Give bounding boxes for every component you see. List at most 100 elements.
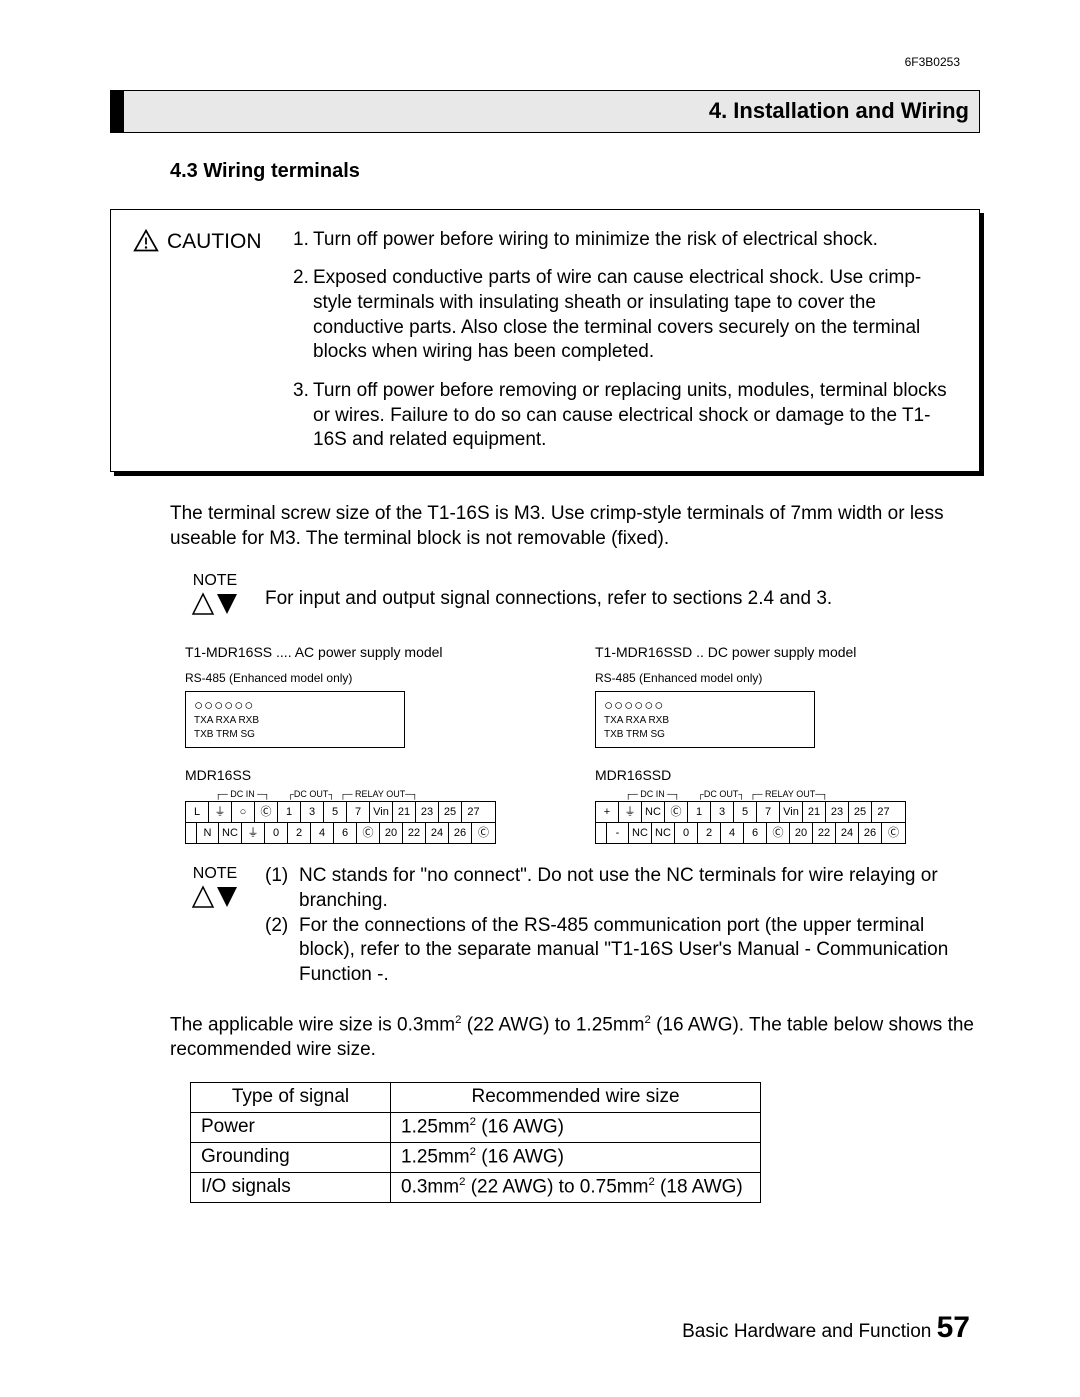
terminal-cell: 23 (416, 802, 439, 822)
table-row: Power 1.25mm2 (16 AWG) (191, 1113, 761, 1143)
bracket-labels: ┌─ DC IN ─┐ ┌DC OUT┐ ┌─ RELAY OUT─┐ (625, 790, 975, 799)
table-cell: Power (191, 1113, 391, 1143)
table-cell: I/O signals (191, 1173, 391, 1203)
caution-list: 1.Turn off power before wiring to minimi… (293, 228, 957, 454)
terminal-cell: ⏚ (242, 823, 265, 843)
table-header: Recommended wire size (391, 1083, 761, 1113)
note-text: For the connections of the RS-485 commun… (299, 914, 980, 988)
table-row: Grounding 1.25mm2 (16 AWG) (191, 1143, 761, 1173)
terminal-cell: ○ (232, 802, 255, 822)
caution-box: CAUTION 1.Turn off power before wiring t… (110, 209, 980, 473)
terminal-cell: 26 (859, 823, 882, 843)
terminal-cell: 22 (813, 823, 836, 843)
rs485-signal-labels: TXA RXA RXB (194, 715, 396, 727)
doc-id: 6F3B0253 (905, 55, 960, 71)
terminal-cell: - (606, 823, 629, 843)
table-cell: 0.3mm2 (22 AWG) to 0.75mm2 (18 AWG) (391, 1173, 761, 1203)
rs485-box: ○○○○○○ TXA RXA RXB TXB TRM SG (595, 691, 815, 748)
terminal-cell: 6 (744, 823, 767, 843)
table-cell: 1.25mm2 (16 AWG) (391, 1113, 761, 1143)
terminal-cell: NC (629, 823, 652, 843)
subsection-title: 4.3 Wiring terminals (170, 158, 980, 184)
caution-num: 1. (293, 228, 313, 253)
terminal-block: L⏚○Ⓒ1357Vin21232527 NNC⏚0246Ⓒ20222426Ⓒ (185, 801, 496, 844)
terminal-cell: 4 (311, 823, 334, 843)
rs485-circles-icon: ○○○○○○ (604, 698, 806, 713)
terminal-cell: 27 (462, 802, 485, 822)
terminal-cell: 5 (324, 802, 347, 822)
terminal-cell: Ⓒ (882, 823, 905, 843)
bracket-labels: ┌─ DC IN ─┐ ┌DC OUT┐ ┌─ RELAY OUT─┐ (215, 790, 565, 799)
terminal-cell: ⏚ (209, 802, 232, 822)
caution-text: Turn off power before wiring to minimize… (313, 228, 878, 253)
table-row: I/O signals 0.3mm2 (22 AWG) to 0.75mm2 (… (191, 1173, 761, 1203)
diagram-dc-title: T1-MDR16SSD .. DC power supply model (595, 643, 975, 661)
diagram-ac: T1-MDR16SS .... AC power supply model RS… (185, 643, 565, 844)
section-title: 4. Installation and Wiring (709, 97, 969, 126)
paragraph-screw: The terminal screw size of the T1-16S is… (170, 502, 980, 551)
terminal-cell: 22 (403, 823, 426, 843)
terminal-cell: 24 (836, 823, 859, 843)
terminal-cell: 0 (265, 823, 288, 843)
rs485-label: RS-485 (Enhanced model only) (595, 671, 975, 687)
terminal-cell: 0 (675, 823, 698, 843)
note-block: NOTE For input and output signal connect… (185, 571, 980, 618)
model-label: MDR16SS (185, 766, 565, 784)
rs485-signal-labels: TXB TRM SG (604, 729, 806, 741)
caution-text: Exposed conductive parts of wire can cau… (313, 266, 957, 365)
terminal-cell: 20 (380, 823, 403, 843)
terminal-block: +⏚NCⒸ1357Vin21232527 -NCNC0246Ⓒ20222426Ⓒ (595, 801, 906, 844)
note-label: NOTE (193, 571, 237, 592)
rs485-label: RS-485 (Enhanced model only) (185, 671, 565, 687)
warning-triangle-icon (133, 228, 159, 254)
model-label: MDR16SSD (595, 766, 975, 784)
terminal-cell: 3 (301, 802, 324, 822)
note-label: NOTE (193, 864, 237, 885)
terminal-cell: NC (642, 802, 665, 822)
terminal-cell: 1 (278, 802, 301, 822)
terminal-cell: 6 (334, 823, 357, 843)
terminal-cell: 24 (426, 823, 449, 843)
table-cell: 1.25mm2 (16 AWG) (391, 1143, 761, 1173)
terminal-cell: 26 (449, 823, 472, 843)
terminal-cell: 20 (790, 823, 813, 843)
note-block: NOTE (1)NC stands for "no connect". Do n… (185, 864, 980, 987)
note-text: For input and output signal connections,… (265, 571, 980, 618)
terminal-cell: 2 (698, 823, 721, 843)
terminal-cell: 1 (688, 802, 711, 822)
terminal-cell: 21 (803, 802, 826, 822)
terminal-cell: 21 (393, 802, 416, 822)
terminal-cell: 7 (757, 802, 780, 822)
terminal-cell: Vin (780, 802, 803, 822)
rs485-signal-labels: TXA RXA RXB (604, 715, 806, 727)
footer-text: Basic Hardware and Function (682, 1321, 931, 1342)
terminal-cell: + (596, 802, 619, 822)
note-num: (1) (265, 864, 299, 913)
diagram-dc: T1-MDR16SSD .. DC power supply model RS-… (595, 643, 975, 844)
section-header: 4. Installation and Wiring (110, 90, 980, 133)
terminal-cell: Ⓒ (665, 802, 688, 822)
terminal-cell: Ⓒ (255, 802, 278, 822)
note-icon (191, 592, 239, 618)
note-num: (2) (265, 914, 299, 988)
terminal-cell: 27 (872, 802, 895, 822)
table-header: Type of signal (191, 1083, 391, 1113)
note-icon (191, 885, 239, 911)
page-footer: Basic Hardware and Function 57 (682, 1308, 970, 1347)
terminal-cell: 4 (721, 823, 744, 843)
rs485-box: ○○○○○○ TXA RXA RXB TXB TRM SG (185, 691, 405, 748)
caution-text: Turn off power before removing or replac… (313, 379, 957, 453)
terminal-cell: L (186, 802, 209, 822)
terminal-cell: Ⓒ (472, 823, 495, 843)
caution-num: 3. (293, 379, 313, 453)
terminal-cell: ⏚ (619, 802, 642, 822)
terminal-cell: 25 (439, 802, 462, 822)
terminal-diagrams: T1-MDR16SS .... AC power supply model RS… (185, 643, 980, 844)
terminal-cell: Ⓒ (357, 823, 380, 843)
diagram-ac-title: T1-MDR16SS .... AC power supply model (185, 643, 565, 661)
terminal-cell: Vin (370, 802, 393, 822)
terminal-cell: NC (219, 823, 242, 843)
terminal-cell: Ⓒ (767, 823, 790, 843)
terminal-cell: 25 (849, 802, 872, 822)
rs485-circles-icon: ○○○○○○ (194, 698, 396, 713)
